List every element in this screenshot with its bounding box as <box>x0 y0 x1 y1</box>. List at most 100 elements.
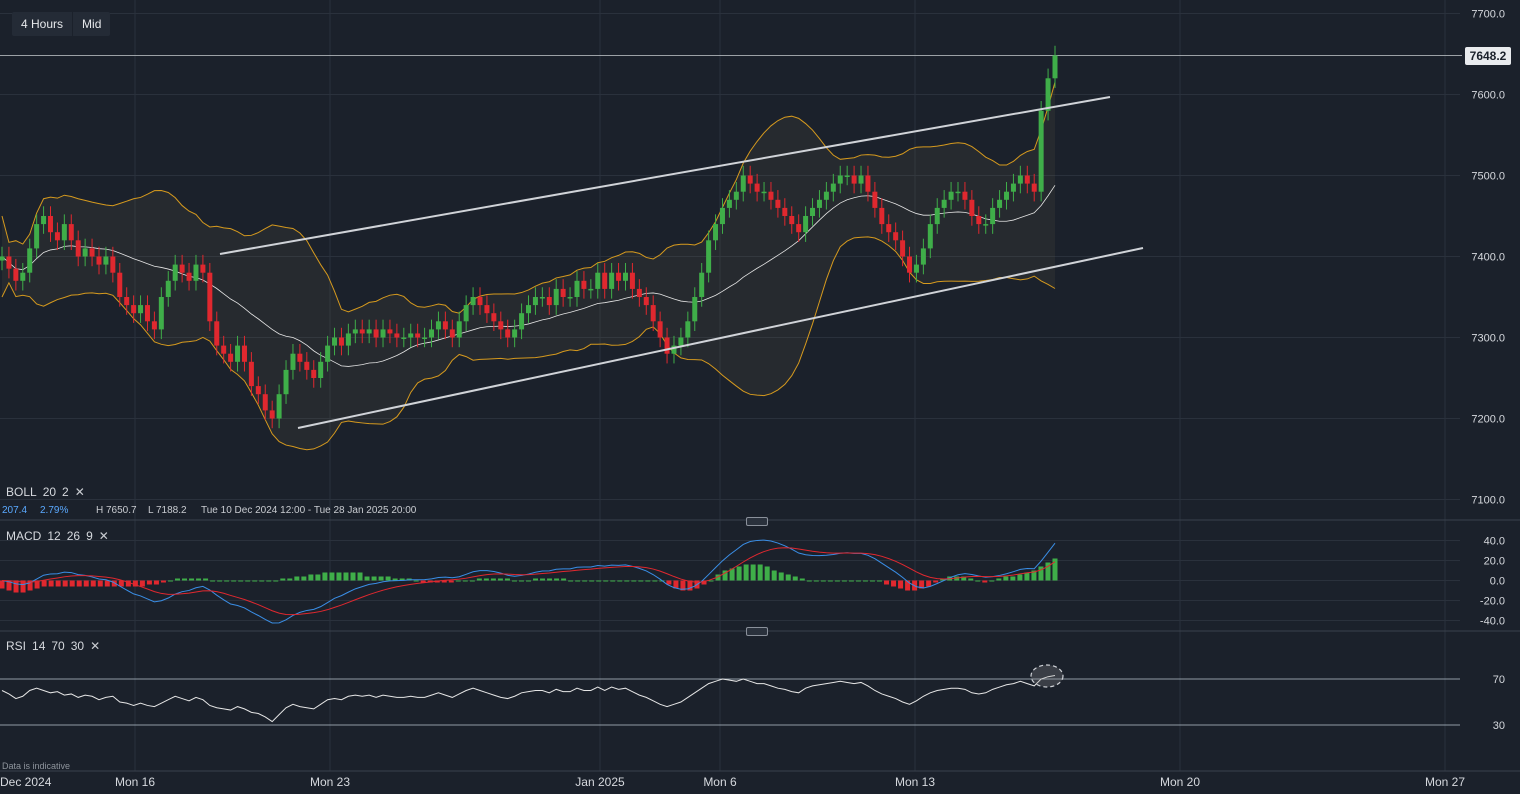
candle-body <box>546 297 552 306</box>
macd-histogram-bar <box>687 580 693 591</box>
candle-body <box>477 297 483 306</box>
disclaimer: Data is indicative <box>2 761 71 771</box>
candle-body <box>768 191 774 200</box>
macd-histogram-bar <box>617 580 623 582</box>
close-icon[interactable]: ✕ <box>74 485 85 499</box>
candle-body <box>775 199 781 208</box>
close-icon[interactable]: ✕ <box>90 639 101 653</box>
macd-histogram-bar <box>252 580 258 582</box>
candle-body <box>373 329 379 338</box>
candle-body <box>927 224 933 249</box>
candle-body <box>366 329 372 334</box>
pane-resize-handle[interactable] <box>746 627 768 636</box>
candle-body <box>311 369 317 378</box>
candle-body <box>151 321 157 330</box>
macd-histogram-bar <box>820 580 826 582</box>
candle-body <box>588 288 594 291</box>
candle-body <box>754 183 760 192</box>
macd-histogram-bar <box>1031 570 1037 581</box>
macd-histogram-bar <box>104 580 110 587</box>
macd-histogram-bar <box>497 578 503 581</box>
rsi-name: RSI <box>6 639 27 653</box>
candle-body <box>664 337 670 354</box>
candle-body <box>318 361 324 378</box>
close-icon[interactable]: ✕ <box>98 529 109 543</box>
macd-histogram-bar <box>1003 576 1009 581</box>
macd-histogram-bar <box>771 570 777 581</box>
macd-histogram-bar <box>652 580 658 582</box>
price-tick-label: 7600.0 <box>1471 90 1505 102</box>
macd-histogram-bar <box>308 574 314 581</box>
candle-body <box>228 353 234 362</box>
macd-histogram-bar <box>624 580 630 582</box>
candle-body <box>283 369 289 395</box>
candle-body <box>948 191 954 200</box>
macd-histogram-bar <box>1017 574 1023 581</box>
boll-stat-pct: 2.79% <box>40 505 69 516</box>
macd-histogram-bar <box>301 576 307 581</box>
candle-body <box>200 264 206 273</box>
macd-histogram-bar <box>217 580 223 582</box>
timeframe-button[interactable]: 4 Hours <box>21 17 64 31</box>
candle-body <box>0 256 5 261</box>
macd-histogram-bar <box>448 580 454 583</box>
candle-body <box>685 321 691 338</box>
macd-histogram-bar <box>427 580 433 583</box>
macd-histogram-bar <box>715 574 721 581</box>
candle-body <box>983 224 989 226</box>
candle-body <box>193 264 199 281</box>
macd-histogram-bar <box>933 580 939 583</box>
macd-histogram-bar <box>315 574 321 581</box>
candle-body <box>886 224 892 233</box>
price-type-button[interactable]: Mid <box>72 12 110 36</box>
rsi-line <box>1 675 1056 723</box>
macd-histogram-bar <box>259 580 265 582</box>
boll-stat-range: 207.4 <box>2 505 28 516</box>
candle-body <box>934 207 940 225</box>
candle-body <box>179 264 185 273</box>
macd-histogram-bar <box>27 580 33 591</box>
macd-histogram-bar <box>589 580 595 582</box>
candle-body <box>276 394 282 419</box>
rsi-lower: 30 <box>70 639 85 653</box>
macd-tick-label: 20.0 <box>1484 556 1505 568</box>
macd-histogram-bar <box>1024 572 1030 581</box>
candle-body <box>82 248 88 257</box>
candle-body <box>962 191 968 200</box>
candle-body <box>408 333 414 338</box>
macd-histogram-bar <box>76 580 82 587</box>
candle-body <box>574 280 580 297</box>
price-tick-label: 7200.0 <box>1471 414 1505 426</box>
candle-body <box>706 240 712 273</box>
candle-body <box>435 321 441 330</box>
date-tick-label: Mon 20 <box>1160 775 1200 789</box>
macd-histogram-bar <box>518 580 524 582</box>
macd-tick-label: 40.0 <box>1484 536 1505 548</box>
candle-body <box>359 329 365 334</box>
candle-body <box>893 232 899 241</box>
price-tick-label: 7700.0 <box>1471 9 1505 21</box>
macd-histogram-bar <box>778 572 784 581</box>
macd-histogram-bar <box>160 580 166 583</box>
candle-body <box>643 297 649 306</box>
price-tick-label: 7100.0 <box>1471 495 1505 507</box>
macd-histogram-bar <box>378 576 384 581</box>
macd-histogram-bar <box>48 580 54 587</box>
candle-body <box>186 272 192 281</box>
macd-histogram-bar <box>83 580 89 587</box>
macd-histogram-bar <box>750 564 756 581</box>
rsi-indicator-label: RSI 14 70 30 ✕ <box>6 637 100 655</box>
candle-body <box>248 361 254 387</box>
macd-histogram-bar <box>792 576 798 581</box>
macd-histogram-bar <box>869 580 875 582</box>
candle-body <box>75 240 81 257</box>
macd-histogram-bar <box>982 580 988 583</box>
macd-histogram-bar <box>848 580 854 582</box>
candle-body <box>629 272 635 289</box>
candle-body <box>726 199 732 208</box>
pane-resize-handle[interactable] <box>746 517 768 526</box>
macd-histogram-bar <box>504 578 510 581</box>
macd-histogram-bar <box>722 570 728 581</box>
candle-body <box>470 297 476 306</box>
